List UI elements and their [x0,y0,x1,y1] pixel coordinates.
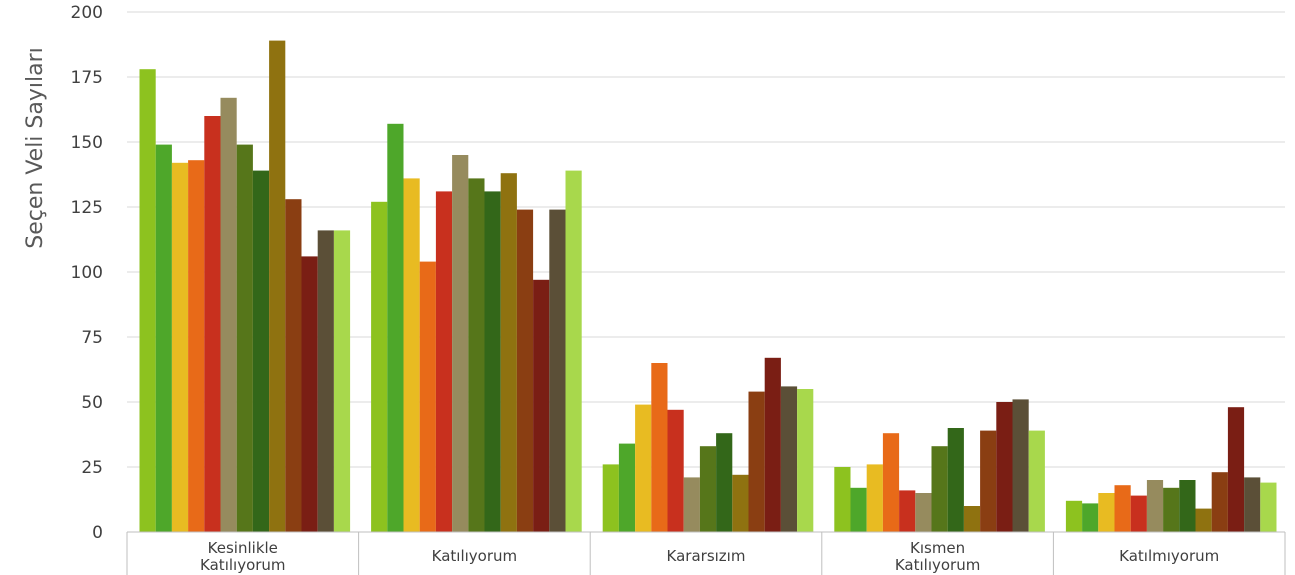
bar [1227,407,1245,532]
bar [1260,482,1277,532]
x-category-label: Katılıyorum [895,556,981,574]
bar [1163,487,1180,532]
bar [683,477,700,532]
bar [155,144,172,532]
bar [866,464,883,532]
bar [780,386,798,532]
bar [602,464,619,532]
bar [797,389,814,532]
bar [188,160,205,532]
y-tick-label: 100 [71,263,103,283]
y-axis-label: Seçen Veli Sayıları [23,47,48,249]
bar [963,506,981,532]
bar [317,230,334,532]
bar [371,201,388,533]
bar [716,433,733,532]
y-tick-label: 75 [81,328,103,348]
x-category-label: Kısmen [910,539,965,557]
x-category-label: Katılıyorum [432,547,518,565]
bar [931,446,948,532]
y-tick-label: 25 [81,458,103,478]
bar [635,404,652,532]
bar [139,69,156,532]
bar [285,199,302,532]
bar [516,209,534,532]
bar [333,230,351,532]
bar [980,430,997,532]
bar [484,191,501,532]
bar [1065,500,1083,532]
bar [252,170,270,532]
bar [915,493,932,532]
bar [947,428,964,532]
bars [139,40,1277,533]
bar [699,446,717,532]
bar [618,443,636,532]
bar [269,40,286,532]
bar [850,487,867,532]
bar [1130,495,1147,532]
bar [732,474,749,532]
bar [834,467,851,532]
bar [435,191,453,532]
bar [1195,508,1212,532]
y-axis-ticks: 0 25 50 75 100 125 150 175 200 [71,3,103,543]
y-tick-label: 125 [71,198,103,218]
bar [403,178,420,532]
bar [1028,430,1045,532]
bar [1179,480,1196,532]
bar [500,173,517,532]
bar [468,178,485,532]
bar [452,155,469,532]
bar [1098,493,1115,532]
bar [220,97,237,533]
bar [204,116,221,532]
bar [236,144,253,532]
bar [748,391,765,532]
bar [1146,480,1164,532]
bar [171,162,189,533]
bar [1244,477,1261,532]
y-tick-label: 0 [92,523,103,543]
bar [1012,399,1029,532]
bar [667,409,684,532]
bar [1114,485,1131,532]
bar [899,490,916,532]
bar [533,279,550,532]
bar [651,363,668,532]
bar [1082,503,1099,532]
x-category-label: Kararsızım [667,547,746,565]
bar [882,433,900,532]
bar [549,209,566,532]
bar [419,261,436,532]
bar [565,170,582,532]
y-tick-label: 50 [81,393,103,413]
x-category-label: Kesinlikle [208,539,278,557]
bar [301,256,318,532]
y-tick-label: 150 [71,133,103,153]
bar [1211,472,1228,532]
bar [764,357,781,532]
bar [996,402,1013,532]
bar [387,123,404,533]
y-tick-label: 175 [71,68,103,88]
x-category-label: Katılıyorum [200,556,286,574]
y-tick-label: 200 [71,3,103,23]
x-category-label: Katılmıyorum [1119,547,1219,565]
